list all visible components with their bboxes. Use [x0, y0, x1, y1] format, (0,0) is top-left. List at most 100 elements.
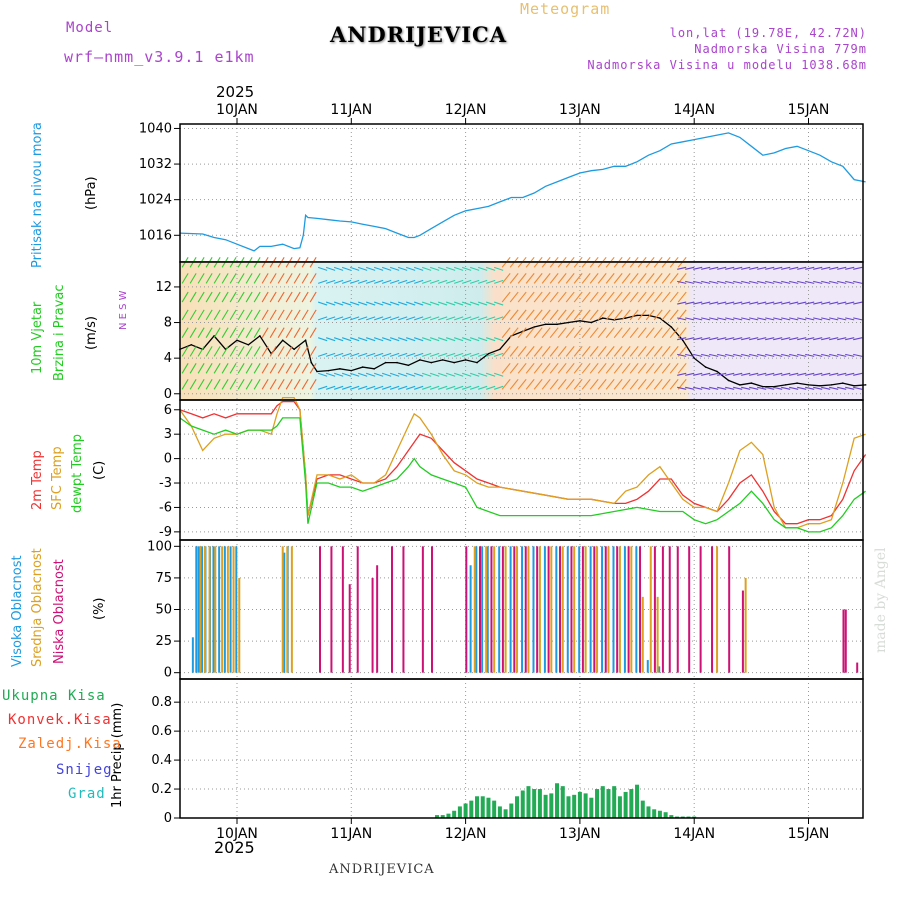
y-tick-label: 1024 — [139, 193, 172, 208]
wind-barb — [773, 280, 783, 284]
wind-barb — [565, 327, 575, 339]
wind-barb — [365, 266, 376, 271]
y-tick-label: 0 — [164, 452, 172, 467]
wind-barb — [845, 266, 855, 270]
wind-speed-point — [293, 348, 295, 351]
wind-barb — [437, 316, 448, 321]
wind-barb — [845, 372, 855, 376]
wind-barb — [317, 352, 328, 357]
wind-barb — [605, 291, 615, 303]
wind-barb — [541, 327, 551, 339]
wind-barb — [301, 273, 309, 284]
wind-speed-point — [681, 339, 684, 342]
wind-barb — [701, 337, 711, 341]
cloud-axis-title-2: Srednja Oblacnost — [30, 548, 45, 667]
wind-barb — [725, 372, 735, 376]
wind-barb — [437, 266, 448, 271]
bar-ukupna-kisa — [600, 786, 605, 818]
wind-barb — [701, 266, 711, 270]
wind-barb — [269, 379, 277, 390]
wind-barb — [373, 372, 384, 377]
wind-barb — [541, 291, 551, 303]
wind-barb — [397, 352, 408, 357]
wind-barb — [453, 266, 464, 271]
wind-barb — [293, 273, 301, 284]
bar-niska-oblacnost — [559, 546, 562, 673]
bar-visoka-oblacnost — [283, 552, 286, 673]
bar-visoka-oblacnost — [658, 666, 661, 673]
wind-barb — [525, 327, 535, 339]
wind-barb — [269, 291, 277, 303]
wind-barb — [549, 362, 559, 374]
wind-barb — [565, 291, 575, 303]
wind-barb — [597, 327, 607, 339]
bar-ukupna-kisa — [492, 800, 497, 818]
wind-barb — [557, 346, 567, 357]
bar-niska-oblacnost — [616, 546, 619, 673]
wind-barb — [486, 301, 496, 306]
wind-barb — [357, 266, 368, 271]
wind-barb — [613, 327, 623, 339]
wind-barb — [477, 385, 488, 390]
wind-barb — [669, 346, 679, 357]
wind-barb — [293, 309, 301, 321]
wind-speed-point — [544, 323, 547, 326]
wind-barb — [245, 291, 253, 303]
wind-barb — [525, 273, 535, 284]
wind-barb — [429, 301, 440, 306]
wind-barb — [421, 301, 432, 306]
wind-barb — [789, 386, 799, 390]
wind-barb — [397, 337, 408, 342]
wind-barb — [661, 273, 671, 284]
wind-barb — [509, 291, 519, 303]
wind-barb — [845, 386, 855, 390]
wind-barb — [661, 309, 671, 321]
wind-barb — [853, 301, 863, 305]
wind-barb — [701, 353, 711, 357]
wind-barb — [445, 301, 456, 306]
wind-barb — [285, 291, 293, 303]
wind-barb — [285, 346, 293, 357]
bar-ukupna-kisa — [560, 786, 565, 818]
bar-ukupna-kisa — [555, 783, 560, 818]
wind-barb — [637, 309, 647, 321]
panel-pressure — [174, 118, 866, 263]
wind-barb — [486, 337, 496, 342]
wind-barb — [789, 301, 799, 305]
y-tick-label: 12 — [155, 280, 172, 295]
wind-barb — [413, 316, 424, 321]
wind-barb — [813, 372, 823, 376]
wind-barb — [229, 363, 237, 374]
wind-barb — [461, 337, 472, 342]
precip-legend-freezing: Zaledj.Kisa — [18, 736, 122, 752]
bar-srednja-oblacnost — [238, 577, 241, 673]
wind-speed-point — [499, 348, 501, 351]
wind-barb — [725, 280, 735, 284]
bar-ukupna-kisa — [480, 796, 485, 818]
wind-barb — [837, 280, 847, 284]
panel-temperature — [174, 396, 867, 541]
wind-barb — [261, 379, 269, 390]
wind-barb — [229, 291, 237, 303]
wind-barb — [853, 372, 863, 376]
wind-barb — [333, 279, 344, 284]
bar-niska-oblacnost — [842, 609, 845, 673]
wind-barb — [773, 386, 783, 390]
wind-barb — [589, 378, 599, 390]
wind-barb — [205, 346, 213, 357]
wind-barb — [741, 301, 751, 305]
wind-barb — [445, 316, 456, 321]
bar-ukupna-kisa — [635, 784, 640, 818]
x-tick-label-top: 14JAN — [673, 102, 715, 118]
wind-barb — [621, 273, 631, 284]
wind-barb — [405, 352, 416, 357]
bar-srednja-oblacnost — [656, 596, 659, 673]
wind-barb — [229, 309, 237, 321]
wind-barb — [494, 279, 504, 284]
wind-barb — [685, 353, 695, 357]
wind-barb — [373, 316, 384, 321]
wind-barb — [781, 280, 791, 284]
wind-barb — [605, 346, 615, 357]
wind-barb — [197, 291, 205, 303]
wind-barb — [349, 352, 360, 357]
